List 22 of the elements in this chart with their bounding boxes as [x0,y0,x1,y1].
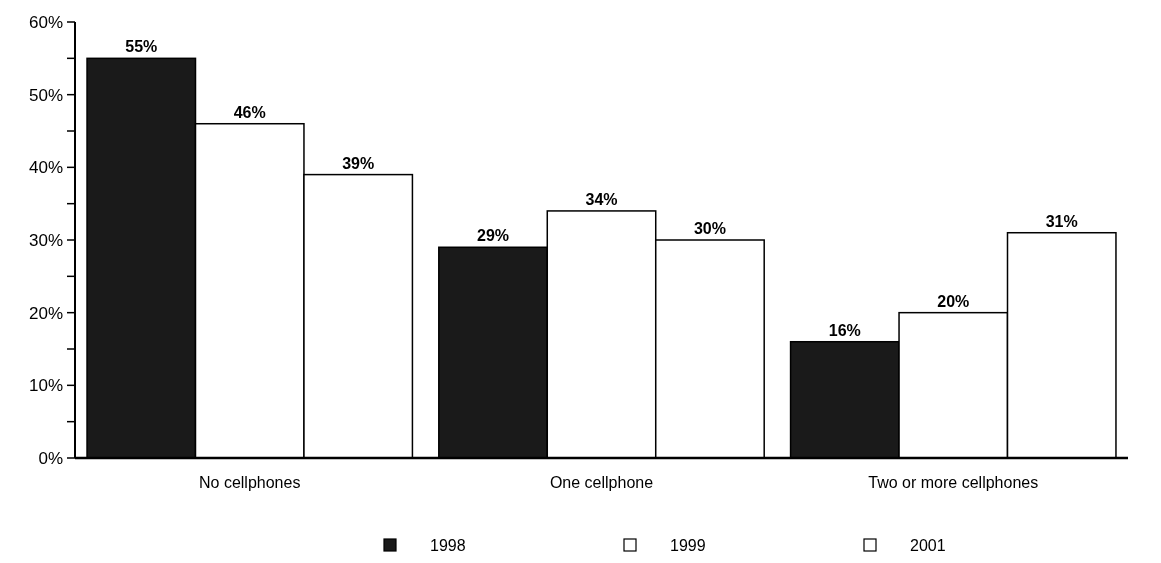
x-tick-label: One cellphone [549,474,654,491]
data-label: 29% [477,227,510,245]
y-tick-label: 0% [38,448,63,468]
legend-label: 2001 [910,536,946,554]
data-label: 31% [1045,212,1078,230]
y-tick-label: 60% [28,12,63,32]
legend-label: 1999 [670,536,706,554]
data-label: 39% [342,154,375,172]
data-label: 30% [693,220,726,237]
data-label: 20% [937,292,970,310]
x-tick-label: No cellphones [199,474,301,491]
data-label: 34% [585,190,618,208]
data-label: 55% [125,38,158,56]
data-label: 46% [233,103,266,121]
y-tick-label: 20% [28,303,63,323]
y-tick-label: 10% [28,376,63,396]
data-label: 16% [828,321,861,339]
y-tick-label: 50% [28,85,63,105]
y-tick-label: 40% [28,158,63,178]
y-tick-label: 30% [28,230,63,250]
legend-label: 1998 [430,536,466,554]
x-tick-label: Two or more cellphones [868,474,1039,491]
